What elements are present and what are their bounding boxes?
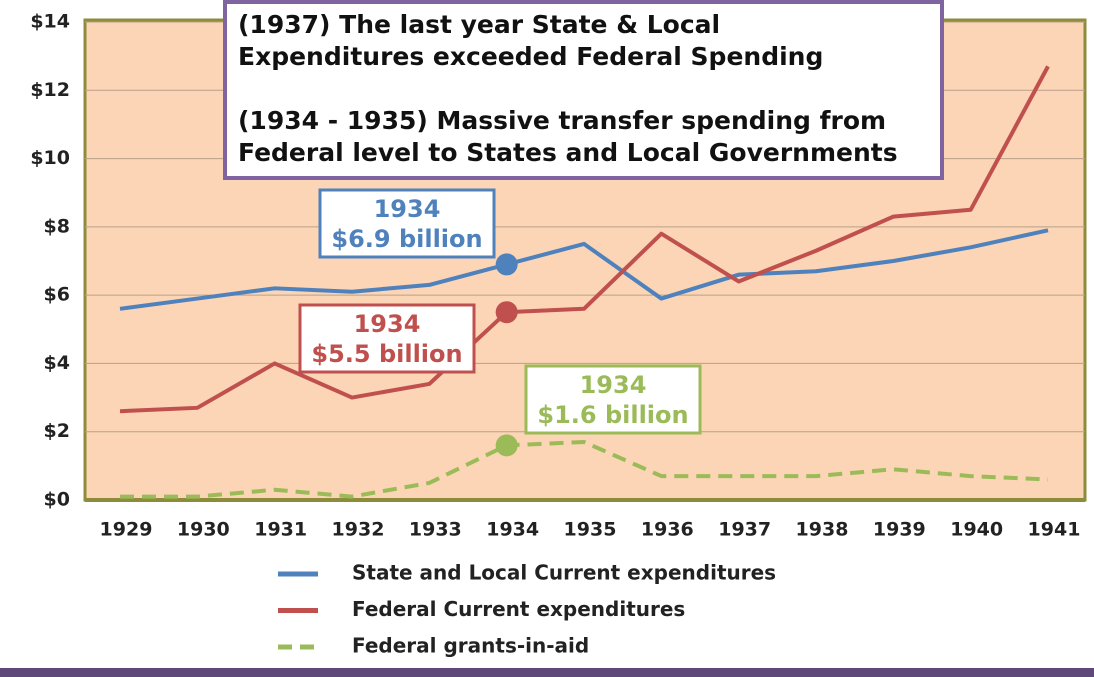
- y-tick-label: $10: [30, 147, 70, 169]
- y-tick-label: $4: [44, 352, 70, 374]
- highlight-point: [495, 301, 518, 324]
- y-tick-label: $8: [44, 215, 70, 237]
- x-tick-label: 1932: [332, 519, 385, 541]
- y-tick-label: $2: [44, 420, 70, 442]
- x-tick-label: 1939: [873, 519, 926, 541]
- x-tick-label: 1930: [177, 519, 230, 541]
- x-tick-label: 1934: [486, 519, 539, 541]
- series-line: [119, 228, 1049, 311]
- highlight-point: [495, 434, 518, 457]
- callout-text: 1934: [374, 195, 441, 223]
- x-tick-label: 1935: [564, 519, 617, 541]
- note-text: Expenditures exceeded Federal Spending: [238, 42, 823, 71]
- note-text: (1937) The last year State & Local: [238, 10, 720, 39]
- y-tick-label: $0: [44, 489, 70, 511]
- series-line: [120, 439, 1049, 499]
- y-tick-label: $14: [30, 11, 70, 33]
- y-tick-label: $12: [30, 79, 70, 101]
- callout-text: $1.6 billion: [537, 401, 688, 429]
- x-tick-label: 1929: [100, 519, 153, 541]
- note-text: Federal level to States and Local Govern…: [238, 138, 898, 167]
- series-line: [119, 65, 1050, 414]
- callout-box: [298, 303, 476, 374]
- note-box: [223, 0, 944, 180]
- callout-box: [318, 188, 496, 259]
- x-tick-label: 1937: [718, 519, 771, 541]
- callout-text: $5.5 billion: [311, 340, 462, 368]
- x-tick-label: 1938: [796, 519, 849, 541]
- legend-label: State and Local Current expenditures: [352, 561, 776, 585]
- x-tick-label: 1941: [1028, 519, 1081, 541]
- callout-text: $6.9 billion: [331, 225, 482, 253]
- note-text: (1934 - 1935) Massive transfer spending …: [238, 106, 886, 135]
- callout-text: 1934: [580, 371, 647, 399]
- x-tick-label: 1933: [409, 519, 462, 541]
- x-tick-label: 1940: [950, 519, 1003, 541]
- legend-label: Federal grants-in-aid: [352, 634, 589, 658]
- x-tick-label: 1936: [641, 519, 694, 541]
- highlight-point: [495, 253, 518, 276]
- x-tick-label: 1931: [254, 519, 307, 541]
- callout-text: 1934: [354, 310, 421, 338]
- callout-box: [524, 364, 702, 435]
- bottom-band: [0, 668, 1094, 677]
- y-tick-label: $6: [44, 284, 70, 306]
- legend-label: Federal Current expenditures: [352, 597, 685, 621]
